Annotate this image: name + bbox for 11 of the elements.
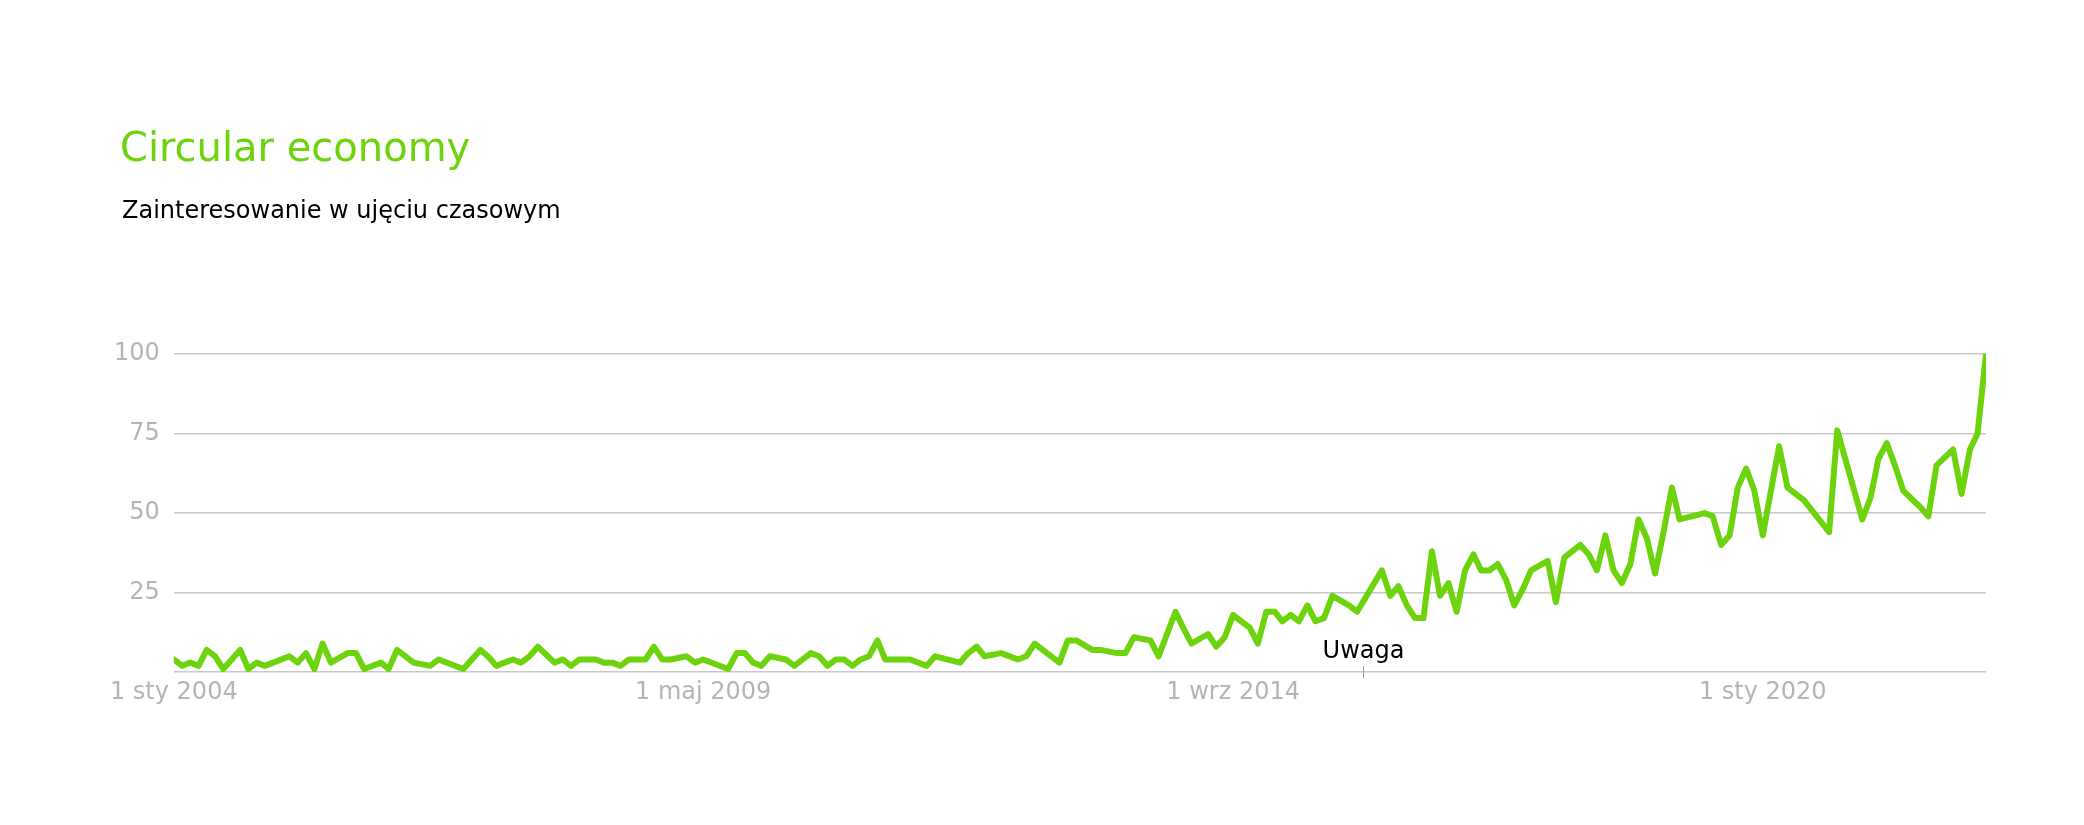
y-tick-label: 50 xyxy=(129,497,160,526)
y-tick-label: 100 xyxy=(114,338,160,367)
chart-subtitle: Zainteresowanie w ujęciu czasowym xyxy=(122,196,561,224)
y-tick-label: 25 xyxy=(129,576,160,605)
y-tick-label: 75 xyxy=(129,417,160,446)
x-tick-label: 1 maj 2009 xyxy=(635,676,772,705)
x-tick-label: 1 wrz 2014 xyxy=(1166,676,1300,705)
x-tick-label: 1 sty 2020 xyxy=(1698,676,1827,705)
x-tick-label: 1 sty 2004 xyxy=(109,676,238,705)
chart-title: Circular economy xyxy=(120,124,471,170)
annotation: Uwaga xyxy=(1322,636,1405,665)
